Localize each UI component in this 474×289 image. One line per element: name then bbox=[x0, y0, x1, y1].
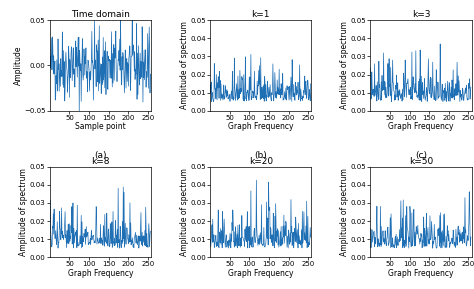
Y-axis label: Amplitude of spectrum: Amplitude of spectrum bbox=[340, 21, 349, 110]
Title: k=20: k=20 bbox=[249, 157, 273, 166]
Y-axis label: Amplitude of spectrum: Amplitude of spectrum bbox=[180, 21, 189, 110]
X-axis label: Sample point: Sample point bbox=[75, 122, 126, 131]
Title: Time domain: Time domain bbox=[71, 10, 130, 19]
Title: k=50: k=50 bbox=[409, 157, 433, 166]
Title: k=1: k=1 bbox=[251, 10, 270, 19]
Y-axis label: Amplitude of spectrum: Amplitude of spectrum bbox=[340, 168, 349, 256]
Text: (a): (a) bbox=[94, 151, 107, 160]
X-axis label: Graph Frequency: Graph Frequency bbox=[228, 122, 293, 131]
X-axis label: Graph Frequency: Graph Frequency bbox=[388, 269, 454, 278]
Y-axis label: Amplitude of spectrum: Amplitude of spectrum bbox=[180, 168, 189, 256]
Title: k=3: k=3 bbox=[412, 10, 430, 19]
X-axis label: Graph Frequency: Graph Frequency bbox=[388, 122, 454, 131]
Text: (c): (c) bbox=[415, 151, 427, 160]
X-axis label: Graph Frequency: Graph Frequency bbox=[68, 269, 133, 278]
X-axis label: Graph Frequency: Graph Frequency bbox=[228, 269, 293, 278]
Y-axis label: Amplitude: Amplitude bbox=[14, 46, 23, 85]
Title: k=8: k=8 bbox=[91, 157, 109, 166]
Y-axis label: Amplitude of spectrum: Amplitude of spectrum bbox=[19, 168, 28, 256]
Text: (b): (b) bbox=[255, 151, 267, 160]
